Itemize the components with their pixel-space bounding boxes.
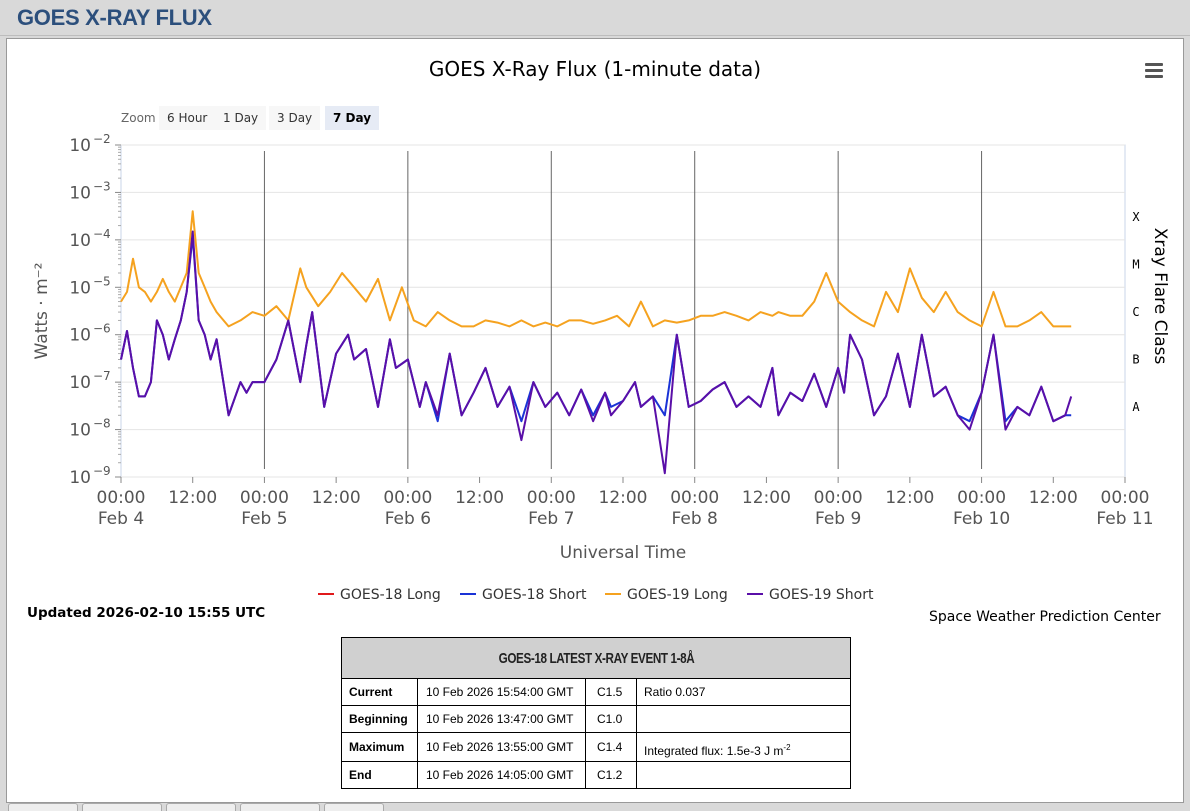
event-time: 10 Feb 2026 15:54:00 GMT [417,678,586,706]
event-extra [636,705,851,733]
y-tick-label: 10 [69,231,91,251]
event-class: C1.2 [585,761,637,789]
event-time: 10 Feb 2026 13:47:00 GMT [417,705,586,733]
flare-class-label: M [1132,258,1139,272]
legend-swatch [318,592,334,595]
event-extra: Integrated flux: 1.5e-3 J m-2 [636,732,851,762]
tab[interactable] [8,803,78,811]
y-axis-label: Watts · m⁻² [32,263,52,360]
x-tick-label: 00:00 [383,488,432,508]
x-tick-label: 00:00 [1101,488,1150,508]
chart-panel: GOES X-Ray Flux (1-minute data) 10 −2 10 −3 1… [6,38,1184,803]
legend-goes18-long[interactable]: GOES-18 Long [318,587,441,603]
y-tick-label: 10 [69,278,91,298]
event-time: 10 Feb 2026 13:55:00 GMT [417,732,586,762]
x-tick-date-label: Feb 11 [1096,509,1153,529]
x-tick-label: 12:00 [599,488,648,508]
y2-axis-label: Xray Flare Class [1150,228,1170,365]
tab[interactable] [166,803,236,811]
flare-class-label: X [1132,210,1140,224]
zoom-label: Zoom [121,111,156,125]
x-tick-date-label: Feb 5 [241,509,287,529]
y-tick-exponent: −8 [93,417,111,431]
x-tick-label: 12:00 [742,488,791,508]
x-tick-date-label: Feb 10 [953,509,1010,529]
x-tick-date-label: Feb 8 [672,509,718,529]
row-label: Maximum [341,732,418,762]
event-class: C1.0 [585,705,637,733]
x-tick-label: 12:00 [1029,488,1078,508]
table-row: Current 10 Feb 2026 15:54:00 GMT C1.5 Ra… [341,678,851,706]
table-row: Beginning 10 Feb 2026 13:47:00 GMT C1.0 [341,705,851,733]
tab[interactable] [324,803,384,811]
x-tick-date-label: Feb 6 [385,509,431,529]
series-line-goes-19-long [120,210,1072,328]
y-tick-exponent: −6 [93,322,111,336]
flare-class-label: A [1132,400,1140,414]
y-tick-exponent: −2 [93,132,111,146]
x-tick-date-label: Feb 9 [815,509,861,529]
event-extra [636,761,851,789]
y-tick-exponent: −5 [93,274,111,288]
zoom-6-hour-button[interactable]: 6 Hour [159,106,216,130]
zoom-1-day-button[interactable]: 1 Day [215,106,267,130]
event-class: C1.4 [585,732,637,762]
legend-swatch [605,592,621,595]
legend-swatch [747,592,763,595]
legend-goes18-short[interactable]: GOES-18 Short [460,587,587,603]
y-tick-exponent: −3 [93,179,111,193]
y-tick-label: 10 [69,136,91,156]
x-tick-label: 00:00 [527,488,576,508]
x-tick-date-label: Feb 4 [98,509,144,529]
x-tick-label: 12:00 [312,488,361,508]
credit-text: Space Weather Prediction Center [929,609,1161,625]
x-tick-label: 00:00 [97,488,146,508]
y-tick-label: 10 [69,421,91,441]
flare-class-label: C [1132,305,1139,319]
row-label: Beginning [341,705,418,733]
x-tick-label: 12:00 [168,488,217,508]
page-header: GOES X-RAY FLUX [0,0,1190,36]
xray-event-table: GOES-18 LATEST X-RAY EVENT 1-8Å Current … [341,637,851,789]
x-tick-label: 00:00 [814,488,863,508]
series-line-goes-18-short [120,235,1072,423]
chart-title: GOES X-Ray Flux (1-minute data) [429,57,761,81]
y-tick-label: 10 [69,468,91,488]
y-tick-exponent: −9 [93,464,111,478]
row-label: Current [341,678,418,706]
y-tick-exponent: −4 [93,227,111,241]
x-tick-label: 12:00 [455,488,504,508]
y-tick-exponent: −7 [93,369,111,383]
legend-goes19-long[interactable]: GOES-19 Long [605,587,728,603]
zoom-3-day-button[interactable]: 3 Day [269,106,321,130]
event-class: C1.5 [585,678,637,706]
series-line-goes-19-short [120,230,1073,475]
hamburger-menu-icon[interactable] [1145,63,1163,79]
tab[interactable] [82,803,162,811]
tab[interactable] [240,803,320,811]
x-tick-label: 00:00 [957,488,1006,508]
x-tick-label: 00:00 [240,488,289,508]
zoom-7-day-button[interactable]: 7 Day [325,106,380,130]
y-tick-label: 10 [69,183,91,203]
x-axis-label: Universal Time [560,543,686,563]
table-row: End 10 Feb 2026 14:05:00 GMT C1.2 [341,761,851,789]
y-tick-label: 10 [69,326,91,346]
legend-goes19-short[interactable]: GOES-19 Short [747,587,874,603]
x-tick-label: 12:00 [885,488,934,508]
flare-class-label: B [1132,352,1139,366]
y-tick-label: 10 [69,373,91,393]
table-row: Maximum 10 Feb 2026 13:55:00 GMT C1.4 In… [341,732,851,762]
xray-flux-chart: GOES X-Ray Flux (1-minute data)10 −210 −31… [32,57,1170,563]
x-tick-date-label: Feb 7 [528,509,574,529]
page-title: GOES X-RAY FLUX [17,5,212,30]
event-time: 10 Feb 2026 14:05:00 GMT [417,761,586,789]
x-tick-label: 00:00 [670,488,719,508]
event-table-title: GOES-18 LATEST X-RAY EVENT 1-8Å [341,637,851,679]
event-extra: Ratio 0.037 [636,678,851,706]
row-label: End [341,761,418,789]
legend-swatch [460,592,476,595]
updated-timestamp: Updated 2026-02-10 15:55 UTC [27,605,266,621]
